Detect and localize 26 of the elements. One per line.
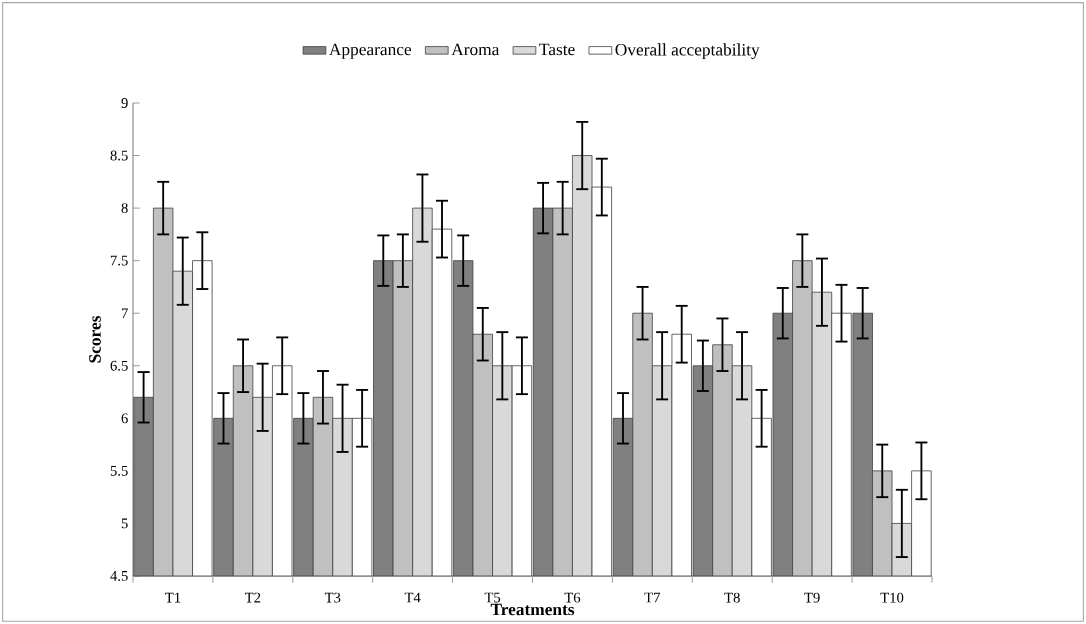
x-tick-label: T1 xyxy=(165,592,181,603)
y-tick-label: 9 xyxy=(121,98,128,108)
y-tick-label: 5 xyxy=(121,518,128,529)
x-tick-label: T8 xyxy=(724,592,740,603)
x-tick-label: T10 xyxy=(880,592,904,603)
y-tick-label: 8.5 xyxy=(110,150,128,161)
y-tick-label: 8 xyxy=(121,203,128,214)
legend-label: Aroma xyxy=(451,43,500,56)
y-axis-title: Scores xyxy=(89,316,101,363)
x-tick-label: T7 xyxy=(644,592,661,603)
x-axis-title: Treatments xyxy=(490,603,575,616)
x-tick-label: T3 xyxy=(324,592,341,603)
x-tick-label: T6 xyxy=(564,592,581,603)
x-tick-label: T5 xyxy=(484,592,501,603)
y-tick-label: 7 xyxy=(121,308,128,319)
y-tick-label: 6 xyxy=(121,413,128,424)
y-tick-label: 4.5 xyxy=(110,571,128,581)
legend-label: Appearance xyxy=(329,43,412,59)
x-tick-label: T9 xyxy=(804,592,820,603)
y-tick-label: 6.5 xyxy=(110,360,128,371)
x-tick-label: T2 xyxy=(244,592,261,603)
x-tick-label: T4 xyxy=(404,592,421,603)
y-tick-label: 7.5 xyxy=(110,255,128,266)
legend-label: Overall acceptability xyxy=(615,43,760,60)
y-tick-label: 5.5 xyxy=(110,465,128,476)
legend-label: Taste xyxy=(539,43,575,56)
